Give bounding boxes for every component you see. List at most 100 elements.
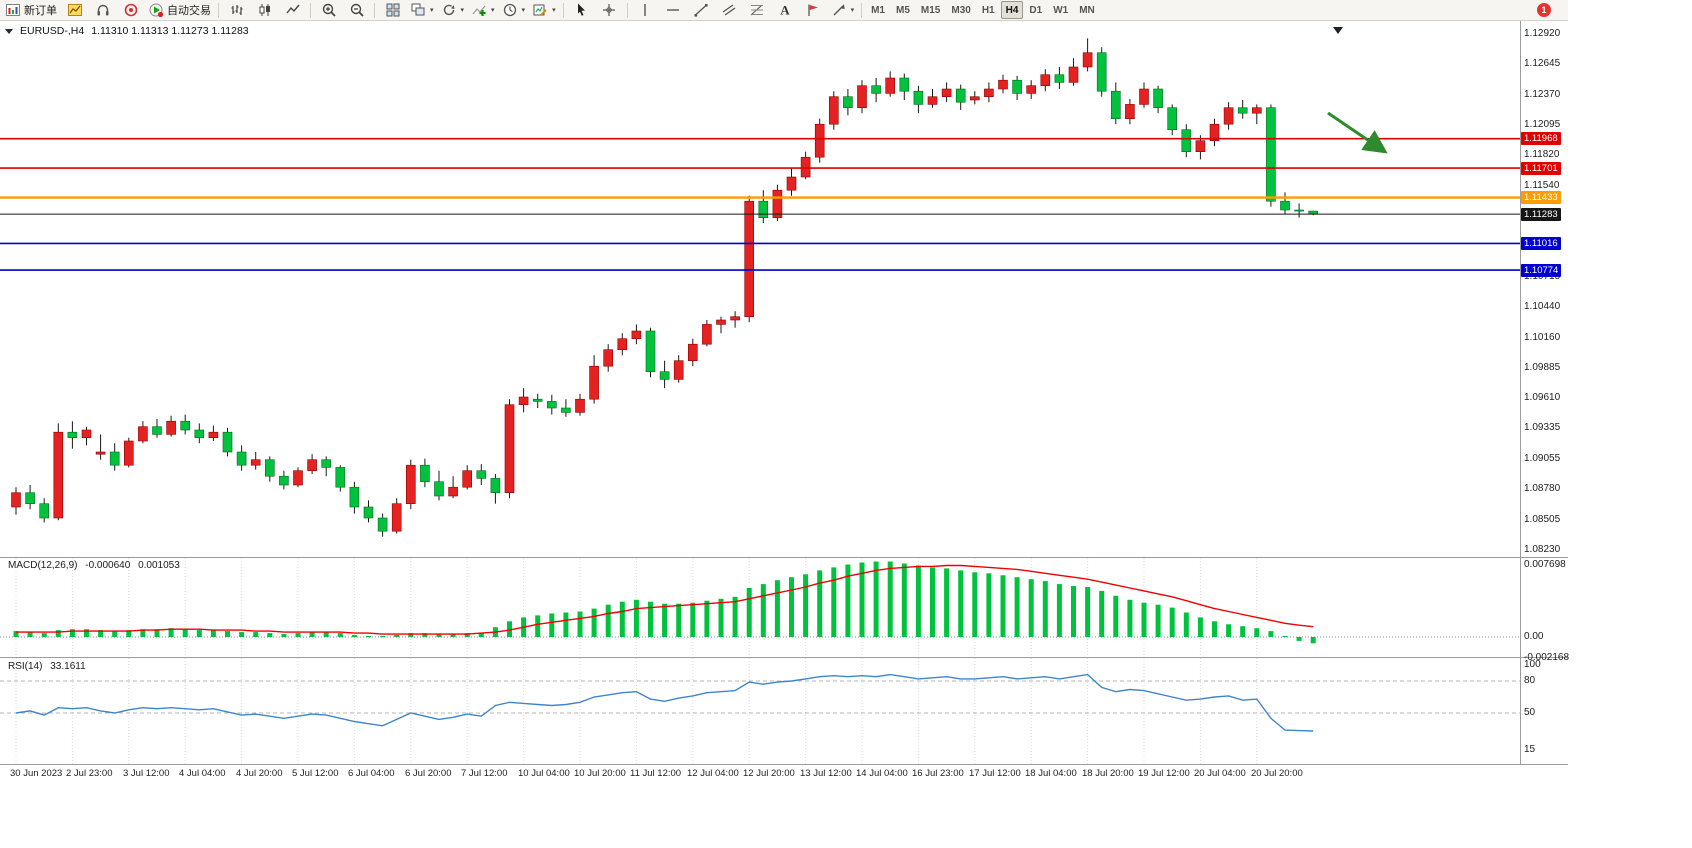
autotrade-icon: [148, 2, 164, 18]
vertical-line-button[interactable]: [632, 0, 659, 20]
notifications-badge[interactable]: 1: [1537, 3, 1551, 17]
market-watch-button[interactable]: [89, 0, 116, 20]
cycle-charts-button[interactable]: ▾: [438, 0, 468, 20]
support-line-2-price-badge: 1.10774: [1521, 264, 1562, 277]
candle-body: [998, 79, 1008, 90]
text-label-button[interactable]: [800, 0, 827, 20]
time-tick-label: 20 Jul 20:00: [1251, 768, 1303, 779]
macd-histogram-bar: [944, 568, 950, 637]
panel-splitter[interactable]: [0, 557, 1568, 558]
candle-body: [363, 506, 374, 519]
macd-histogram-bar: [154, 629, 160, 637]
cursor-button[interactable]: [568, 0, 595, 20]
dropdown-arrow-icon[interactable]: ▾: [552, 7, 556, 14]
arrange-charts-button[interactable]: ▾: [407, 0, 437, 20]
macd-histogram-bar: [168, 628, 174, 637]
line-chart-button[interactable]: [279, 0, 306, 20]
candle-body: [843, 96, 853, 108]
macd-histogram-bar: [239, 632, 245, 637]
horizontal-line-button[interactable]: [660, 0, 687, 20]
timeframe-mn-button[interactable]: MN: [1079, 4, 1095, 16]
candle-body: [772, 189, 783, 218]
panel-splitter[interactable]: [0, 657, 1568, 658]
crosshair-icon: [601, 2, 617, 18]
macd-histogram-bar: [182, 629, 188, 637]
candle-body: [941, 88, 952, 97]
zoom-in-icon: [321, 2, 337, 18]
time-tick-label: 4 Jul 04:00: [179, 768, 226, 779]
auto-trading-button[interactable]: 自动交易: [145, 0, 214, 20]
macd-histogram-bar: [1085, 587, 1091, 637]
dropdown-arrow-icon[interactable]: ▾: [521, 7, 526, 14]
candle-body: [109, 451, 120, 466]
macd-histogram-bar: [55, 630, 61, 637]
time-axis[interactable]: 30 Jun 2023 2 Jul 23:00 3 Jul 12:00 4 Jul 0…: [0, 764, 1568, 785]
dropdown-arrow-icon[interactable]: ▾: [491, 7, 495, 14]
current-price-line-price-badge: 1.11283: [1521, 208, 1561, 221]
charts-window-button[interactable]: [61, 0, 88, 20]
periods-button[interactable]: ▾: [499, 0, 529, 20]
arrange-icon: [410, 2, 426, 18]
chart-symbol-period: EURUSD-,H4: [20, 25, 85, 37]
timeframe-m5-button[interactable]: M5: [896, 4, 910, 16]
toolbar: 新订单 自动交易 ▾ ▾ ▾ ▾ ▾ A ▾ M1 M5 M15 M30 H1 H4 D1 W1 MN: [0, 0, 1568, 21]
time-axis-border: [0, 764, 1568, 765]
rsi-axis-label: 80: [1524, 675, 1536, 686]
timeframe-h4-button[interactable]: H4: [1000, 1, 1024, 19]
timeframe-d1-button[interactable]: D1: [1029, 4, 1043, 16]
macd-histogram-bar: [817, 570, 823, 637]
macd-histogram-bar: [267, 633, 273, 637]
community-button[interactable]: [117, 0, 144, 20]
candle-body: [786, 176, 797, 191]
time-tick-label: 14 Jul 04:00: [856, 768, 908, 779]
toolbar-separator: [218, 2, 219, 18]
candle-body: [434, 481, 444, 497]
candle-body: [1125, 104, 1135, 120]
new-order-button[interactable]: 新订单: [2, 0, 60, 20]
fibonacci-button[interactable]: [744, 0, 771, 20]
timeframe-w1-button[interactable]: W1: [1053, 4, 1069, 16]
timeframe-m1-button[interactable]: M1: [871, 4, 885, 16]
templates-button[interactable]: ▾: [529, 0, 559, 20]
support-line-1-price-badge: 1.11016: [1521, 237, 1561, 250]
macd-chart-canvas[interactable]: [0, 558, 1520, 657]
tile-windows-button[interactable]: [379, 0, 406, 20]
timeframe-m15-button[interactable]: M15: [920, 4, 941, 16]
arrows-button[interactable]: ▾: [828, 0, 858, 20]
equidistant-channel-button[interactable]: [716, 0, 743, 20]
macd-histogram-bar: [774, 580, 780, 637]
main-chart-canvas[interactable]: [0, 21, 1520, 557]
macd-histogram-bar: [1014, 577, 1020, 637]
crosshair-button[interactable]: [596, 0, 623, 20]
indicators-button[interactable]: ▾: [468, 0, 498, 20]
dropdown-arrow-icon[interactable]: ▾: [850, 7, 855, 14]
zoom-out-button[interactable]: [343, 0, 370, 20]
zoom-in-button[interactable]: [315, 0, 342, 20]
candle-body: [264, 459, 275, 477]
timeframe-m30-button[interactable]: M30: [951, 4, 971, 16]
candlestick-chart-button[interactable]: [251, 0, 278, 20]
candle-body: [462, 470, 473, 488]
macd-histogram-bar: [1113, 595, 1119, 637]
chart-collapse-icon[interactable]: [5, 28, 13, 34]
candle-body: [800, 156, 811, 178]
trend-arrow-annotation[interactable]: [1327, 111, 1388, 154]
candle-body: [504, 404, 515, 494]
text-button[interactable]: A: [772, 0, 799, 20]
macd-histogram-bar: [577, 611, 583, 637]
candle-body: [39, 503, 50, 519]
candle-body: [857, 85, 867, 108]
candle-body: [166, 420, 176, 435]
dropdown-arrow-icon[interactable]: ▾: [430, 7, 434, 14]
macd-histogram-bar: [478, 633, 484, 637]
bar-chart-button[interactable]: [223, 0, 250, 20]
timeframe-h1-button[interactable]: H1: [981, 4, 995, 16]
trendline-button[interactable]: [688, 0, 715, 20]
svg-text:A: A: [780, 3, 790, 18]
toolbar-separator: [374, 2, 375, 18]
macd-histogram-bar: [1296, 637, 1302, 641]
label-icon: [805, 2, 821, 18]
dropdown-arrow-icon[interactable]: ▾: [460, 7, 465, 14]
rsi-chart-canvas[interactable]: [0, 658, 1520, 764]
chart-shift-marker-icon[interactable]: [1333, 27, 1343, 34]
